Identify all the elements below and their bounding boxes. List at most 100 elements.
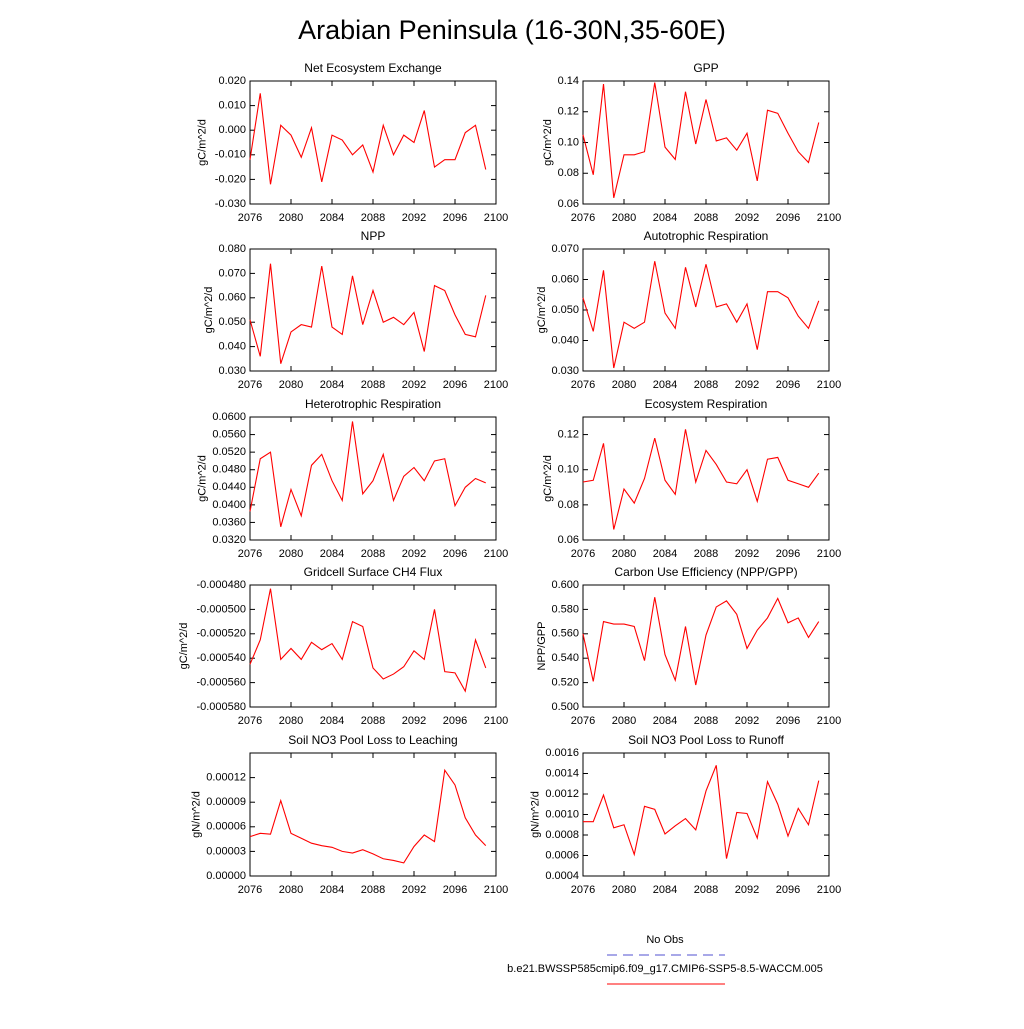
subplot-title: GPP [693,61,718,75]
y-tick-label: 0.0360 [212,516,246,528]
y-tick-label: 0.06 [558,198,579,210]
data-line [249,93,487,185]
subplot-title: Net Ecosystem Exchange [304,61,442,75]
y-tick-label: 0.0008 [545,829,579,841]
data-line [582,429,820,530]
x-tick-label: 2076 [571,548,595,560]
x-tick-label: 2084 [320,379,344,391]
subplot-title: Soil NO3 Pool Loss to Runoff [628,733,785,747]
y-tick-label: 0.00006 [206,821,246,833]
x-tick-label: 2084 [653,548,677,560]
y-tick-label: 0.12 [558,106,579,118]
y-tick-label: 0.010 [218,100,246,112]
x-tick-label: 2092 [735,212,759,224]
data-line [582,597,820,686]
x-tick-label: 2076 [238,379,262,391]
plot-frame [582,248,830,372]
x-tick-label: 2080 [612,715,636,727]
y-tick-label: 0.0440 [212,481,246,493]
y-tick-label: 0.14 [558,75,579,87]
subplot-title: Gridcell Surface CH4 Flux [304,565,443,579]
y-tick-label: 0.0006 [545,849,579,861]
x-tick-label: 2088 [361,548,385,560]
y-tick-label: 0.10 [558,136,579,148]
plot-frame [582,584,830,708]
y-tick-label: 0.0010 [545,808,579,820]
plot-frame [249,248,497,372]
plot-frame [249,416,497,541]
x-tick-label: 2092 [402,884,426,896]
subplot-title: Heterotrophic Respiration [305,397,441,411]
legend-label: b.e21.BWSSP585cmip6.f09_g17.CMIP6-SSP5-8… [507,963,823,975]
x-tick-label: 2076 [571,212,595,224]
y-tick-label: 0.050 [218,316,246,328]
y-tick-label: 0.020 [218,75,246,87]
y-tick-label: 0.070 [551,243,579,255]
y-axis-label: gC/m^2/d [197,119,209,166]
x-tick-label: 2100 [817,379,841,391]
y-tick-label: 0.0560 [212,428,246,440]
x-tick-label: 2088 [694,884,718,896]
page-title: Arabian Peninsula (16-30N,35-60E) [298,15,726,45]
x-tick-label: 2092 [735,884,759,896]
data-line [249,768,487,864]
y-tick-label: 0.030 [218,365,246,377]
x-tick-label: 2096 [776,884,800,896]
x-tick-label: 2080 [279,548,303,560]
x-tick-label: 2080 [279,715,303,727]
y-tick-label: 0.0014 [545,767,579,779]
x-tick-label: 2084 [653,379,677,391]
x-tick-label: 2092 [735,379,759,391]
x-tick-label: 2088 [361,715,385,727]
y-tick-label: -0.000560 [196,677,246,689]
x-tick-label: 2076 [571,884,595,896]
x-tick-label: 2092 [402,715,426,727]
data-line [249,588,487,693]
data-line [583,765,820,859]
y-tick-label: 0.0320 [212,534,246,546]
x-tick-label: 2088 [694,715,718,727]
y-tick-label: 0.0400 [212,499,246,511]
y-tick-label: 0.040 [551,334,579,346]
y-axis-label: gC/m^2/d [536,287,548,334]
x-tick-label: 2080 [279,379,303,391]
y-tick-label: 0.580 [551,603,579,615]
y-tick-label: -0.000580 [196,701,246,713]
x-tick-label: 2096 [776,379,800,391]
x-tick-label: 2100 [484,548,508,560]
y-tick-label: -0.000540 [196,652,246,664]
x-tick-label: 2088 [361,379,385,391]
x-tick-label: 2088 [694,212,718,224]
x-tick-label: 2096 [443,379,467,391]
x-tick-label: 2088 [361,884,385,896]
x-tick-label: 2076 [238,548,262,560]
y-tick-label: 0.600 [551,579,579,591]
y-tick-label: 0.0016 [545,747,579,759]
y-tick-label: 0.060 [551,273,579,285]
x-tick-label: 2080 [612,212,636,224]
x-tick-label: 2080 [612,884,636,896]
y-tick-label: 0.030 [551,365,579,377]
plot-frame [582,416,830,541]
plot-frame [249,80,497,205]
x-tick-label: 2076 [238,715,262,727]
y-tick-label: 0.00003 [206,845,246,857]
subplot-title: NPP [361,229,386,243]
y-axis-label: gC/m^2/d [542,119,554,166]
x-tick-label: 2096 [443,548,467,560]
y-tick-label: 0.08 [558,167,579,179]
y-tick-label: 0.050 [551,304,579,316]
x-tick-label: 2084 [320,884,344,896]
y-tick-label: 0.080 [218,243,246,255]
x-tick-label: 2092 [402,212,426,224]
x-tick-label: 2100 [817,548,841,560]
x-tick-label: 2092 [402,548,426,560]
x-tick-label: 2096 [776,212,800,224]
y-tick-label: 0.040 [218,341,246,353]
y-tick-label: 0.06 [558,534,579,546]
y-tick-label: 0.560 [551,628,579,640]
x-tick-label: 2076 [571,379,595,391]
plot-frame [249,584,497,708]
y-tick-label: -0.000500 [196,603,246,615]
